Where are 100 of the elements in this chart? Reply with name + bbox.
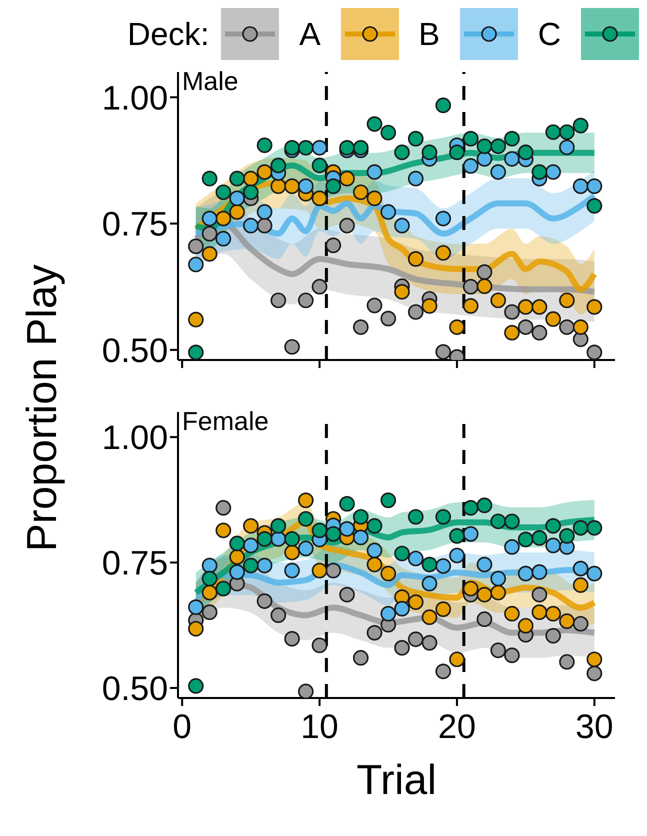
- point: [586, 299, 602, 315]
- point: [270, 158, 286, 174]
- point: [188, 256, 204, 272]
- y-axis-title: Proportion Play: [18, 264, 66, 552]
- point: [298, 684, 314, 698]
- point: [408, 631, 424, 648]
- point: [256, 558, 272, 574]
- point: [518, 532, 534, 548]
- point: [325, 562, 342, 578]
- point: [202, 210, 218, 226]
- point: [352, 509, 369, 525]
- point: [572, 178, 588, 194]
- point: [202, 246, 218, 262]
- point: [559, 319, 575, 335]
- point: [408, 304, 424, 320]
- point: [422, 144, 438, 160]
- point: [518, 299, 534, 315]
- point: [216, 580, 232, 596]
- point: [504, 304, 520, 320]
- point: [202, 170, 218, 186]
- point: [572, 577, 588, 593]
- point: [243, 518, 259, 534]
- point: [408, 509, 424, 525]
- point: [490, 164, 506, 180]
- point: [312, 190, 328, 206]
- point: [380, 566, 396, 582]
- point: [298, 511, 314, 527]
- point: [394, 218, 410, 234]
- point: [504, 514, 520, 530]
- point: [216, 210, 232, 226]
- point: [449, 548, 465, 564]
- point: [422, 298, 438, 314]
- point: [422, 609, 438, 626]
- point: [229, 190, 245, 206]
- point: [256, 593, 272, 609]
- point: [545, 164, 561, 180]
- point: [284, 562, 300, 578]
- point: [408, 251, 424, 267]
- point: [545, 606, 561, 622]
- legend-title: Deck:: [127, 16, 210, 52]
- point: [366, 298, 382, 314]
- point: [586, 344, 602, 360]
- point: [270, 518, 286, 534]
- point: [422, 576, 438, 592]
- legend-label: B: [418, 16, 440, 52]
- y-tick-label: 1.00: [102, 79, 168, 118]
- point: [545, 518, 561, 534]
- point: [256, 531, 272, 547]
- x-tick-label: 30: [575, 708, 614, 746]
- point: [380, 310, 396, 326]
- point: [298, 140, 314, 156]
- point: [188, 238, 204, 254]
- point: [394, 144, 410, 160]
- point: [243, 184, 259, 200]
- point: [352, 184, 369, 200]
- point: [312, 158, 328, 174]
- y-tick-label: 0.50: [102, 332, 168, 370]
- point: [490, 138, 506, 154]
- point: [394, 640, 410, 656]
- point: [572, 560, 588, 576]
- legend-label: C: [538, 16, 561, 52]
- point: [256, 204, 272, 220]
- point: [545, 628, 561, 644]
- point: [449, 319, 465, 335]
- point: [490, 292, 506, 308]
- point: [229, 170, 245, 186]
- point: [559, 139, 575, 156]
- point: [504, 130, 520, 146]
- point: [435, 558, 452, 574]
- point: [532, 604, 548, 620]
- point: [476, 556, 492, 572]
- point: [462, 500, 479, 516]
- point: [476, 264, 492, 280]
- point: [312, 522, 328, 538]
- point: [532, 324, 548, 341]
- point: [352, 140, 369, 156]
- point: [284, 531, 300, 547]
- point: [256, 137, 272, 154]
- point: [408, 170, 424, 186]
- point: [545, 311, 561, 327]
- point: [462, 526, 479, 542]
- point: [518, 618, 534, 634]
- point: [435, 245, 452, 261]
- point: [449, 144, 465, 160]
- point: [380, 124, 396, 140]
- point: [518, 144, 534, 160]
- point: [284, 178, 300, 194]
- point: [366, 542, 382, 558]
- point: [504, 606, 520, 622]
- point: [532, 164, 548, 180]
- point: [572, 118, 588, 134]
- point: [366, 556, 382, 572]
- point: [490, 514, 506, 530]
- point: [572, 616, 588, 632]
- point: [229, 549, 245, 565]
- point: [366, 518, 382, 534]
- point: [298, 540, 314, 556]
- point: [449, 652, 465, 668]
- point: [284, 140, 300, 156]
- point: [366, 624, 382, 641]
